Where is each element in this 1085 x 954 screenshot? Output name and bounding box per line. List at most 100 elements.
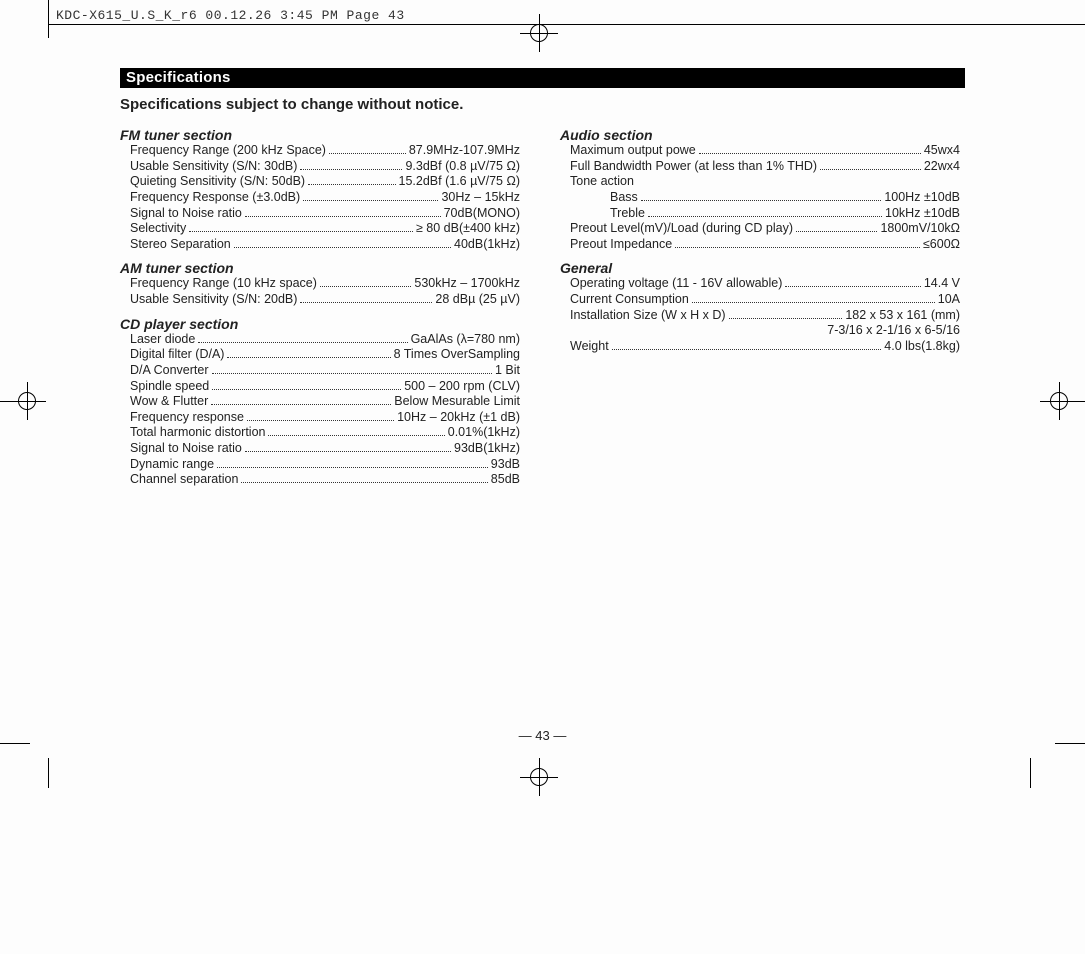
leader-dots xyxy=(245,451,451,452)
leader-dots xyxy=(234,247,451,248)
spec-label: Digital filter (D/A) xyxy=(130,347,224,363)
leader-dots xyxy=(692,302,935,303)
leader-dots xyxy=(648,216,882,217)
spec-value: 85dB xyxy=(491,472,520,488)
leader-dots xyxy=(675,247,920,248)
spec-row: Stereo Separation40dB(1kHz) xyxy=(130,237,520,253)
registration-mark-icon xyxy=(520,14,558,52)
spec-value: 1800mV/10kΩ xyxy=(880,221,960,237)
crop-mark xyxy=(0,743,30,744)
spec-row: Dynamic range93dB xyxy=(130,457,520,473)
spec-row: Frequency Response (±3.0dB)30Hz – 15kHz xyxy=(130,190,520,206)
spec-value: ≥ 80 dB(±400 kHz) xyxy=(416,221,520,237)
section-title: CD player section xyxy=(120,316,520,332)
registration-mark-icon xyxy=(520,758,558,796)
crop-mark xyxy=(1055,743,1085,744)
spec-value-continuation: 7-3/16 x 2-1/16 x 6-5/16 xyxy=(570,323,960,339)
section-title: General xyxy=(560,260,960,276)
spec-value: 1 Bit xyxy=(495,363,520,379)
spec-row: Preout Impedance ≤600Ω xyxy=(570,237,960,253)
section-title: Audio section xyxy=(560,127,960,143)
spec-label: Laser diode xyxy=(130,332,195,348)
leader-dots xyxy=(303,200,438,201)
print-slug: KDC-X615_U.S_K_r6 00.12.26 3:45 PM Page … xyxy=(56,8,405,23)
spec-label: Signal to Noise ratio xyxy=(130,441,242,457)
spec-label: Frequency Range (10 kHz space) xyxy=(130,276,317,292)
spec-label: Frequency Response (±3.0dB) xyxy=(130,190,300,206)
spec-value: 10Hz – 20kHz (±1 dB) xyxy=(397,410,520,426)
spec-label: D/A Converter xyxy=(130,363,209,379)
spec-value: ≤600Ω xyxy=(923,237,960,253)
spec-value: 0.01%(1kHz) xyxy=(448,425,520,441)
spec-value: Below Mesurable Limit xyxy=(394,394,520,410)
spec-value: 14.4 V xyxy=(924,276,960,292)
notice-text: Specifications subject to change without… xyxy=(120,96,965,113)
page-number: — 43 — xyxy=(120,728,965,743)
leader-dots xyxy=(247,420,394,421)
spec-label: Signal to Noise ratio xyxy=(130,206,242,222)
spec-row: Frequency response10Hz – 20kHz (±1 dB) xyxy=(130,410,520,426)
spec-value: 28 dBµ (25 µV) xyxy=(435,292,520,308)
columns: FM tuner sectionFrequency Range (200 kHz… xyxy=(120,119,965,488)
left-column: FM tuner sectionFrequency Range (200 kHz… xyxy=(120,119,520,488)
spec-label: Quieting Sensitivity (S/N: 50dB) xyxy=(130,174,305,190)
leader-dots xyxy=(245,216,441,217)
spec-value: 93dB(1kHz) xyxy=(454,441,520,457)
spec-row: Signal to Noise ratio 93dB(1kHz) xyxy=(130,441,520,457)
crop-mark xyxy=(48,758,49,788)
page-content: Specifications Specifications subject to… xyxy=(120,68,965,743)
spec-value: 22wx4 xyxy=(924,159,960,175)
leader-dots xyxy=(211,404,391,405)
leader-dots xyxy=(329,153,406,154)
leader-dots xyxy=(729,318,843,319)
leader-dots xyxy=(300,169,402,170)
section-header-bar: Specifications xyxy=(120,68,965,88)
leader-dots xyxy=(227,357,390,358)
spec-value: 530kHz – 1700kHz xyxy=(414,276,520,292)
spec-label: Weight xyxy=(570,339,609,355)
leader-dots xyxy=(320,286,411,287)
spec-label: Bass xyxy=(610,190,638,206)
spec-row: Current Consumption 10A xyxy=(570,292,960,308)
spec-row: Tone action xyxy=(570,174,960,190)
spec-row: Treble10kHz ±10dB xyxy=(610,206,960,222)
spec-label: Stereo Separation xyxy=(130,237,231,253)
spec-label: Selectivity xyxy=(130,221,186,237)
section-title: FM tuner section xyxy=(120,127,520,143)
spec-row: Selectivity ≥ 80 dB(±400 kHz) xyxy=(130,221,520,237)
spec-label: Preout Impedance xyxy=(570,237,672,253)
spec-value: 10A xyxy=(938,292,960,308)
spec-label: Installation Size (W x H x D) xyxy=(570,308,726,324)
spec-rows: Laser diodeGaAlAs (λ=780 nm)Digital filt… xyxy=(130,332,520,488)
spec-label: Operating voltage (11 - 16V allowable) xyxy=(570,276,782,292)
spec-value: 500 – 200 rpm (CLV) xyxy=(404,379,520,395)
spec-rows: Frequency Range (10 kHz space) 530kHz – 1… xyxy=(130,276,520,307)
leader-dots xyxy=(212,373,492,374)
spec-label: Spindle speed xyxy=(130,379,209,395)
leader-dots xyxy=(641,200,882,201)
leader-dots xyxy=(241,482,487,483)
leader-dots xyxy=(796,231,877,232)
leader-dots xyxy=(785,286,920,287)
spec-row: Bass100Hz ±10dB xyxy=(610,190,960,206)
leader-dots xyxy=(699,153,921,154)
spec-row: Frequency Range (10 kHz space) 530kHz – 1… xyxy=(130,276,520,292)
spec-label: Preout Level(mV)/Load (during CD play) xyxy=(570,221,793,237)
spec-rows: Frequency Range (200 kHz Space)87.9MHz-1… xyxy=(130,143,520,252)
spec-rows: Maximum output powe45wx4Full Bandwidth P… xyxy=(570,143,960,252)
spec-row: Preout Level(mV)/Load (during CD play) 18… xyxy=(570,221,960,237)
spec-row: Maximum output powe45wx4 xyxy=(570,143,960,159)
spec-label: Usable Sensitivity (S/N: 20dB) xyxy=(130,292,297,308)
spec-label: Wow & Flutter xyxy=(130,394,208,410)
spec-label: Current Consumption xyxy=(570,292,689,308)
spec-label: Total harmonic distortion xyxy=(130,425,265,441)
crop-mark xyxy=(48,24,1085,25)
spec-value: 8 Times OverSampling xyxy=(394,347,520,363)
right-column: Audio sectionMaximum output powe45wx4Ful… xyxy=(560,119,960,488)
spec-row: Spindle speed 500 – 200 rpm (CLV) xyxy=(130,379,520,395)
spec-value: 93dB xyxy=(491,457,520,473)
spec-row: Weight4.0 lbs(1.8kg) xyxy=(570,339,960,355)
spec-value: 15.2dBf (1.6 µV/75 Ω) xyxy=(399,174,520,190)
leader-dots xyxy=(189,231,413,232)
leader-dots xyxy=(212,389,401,390)
